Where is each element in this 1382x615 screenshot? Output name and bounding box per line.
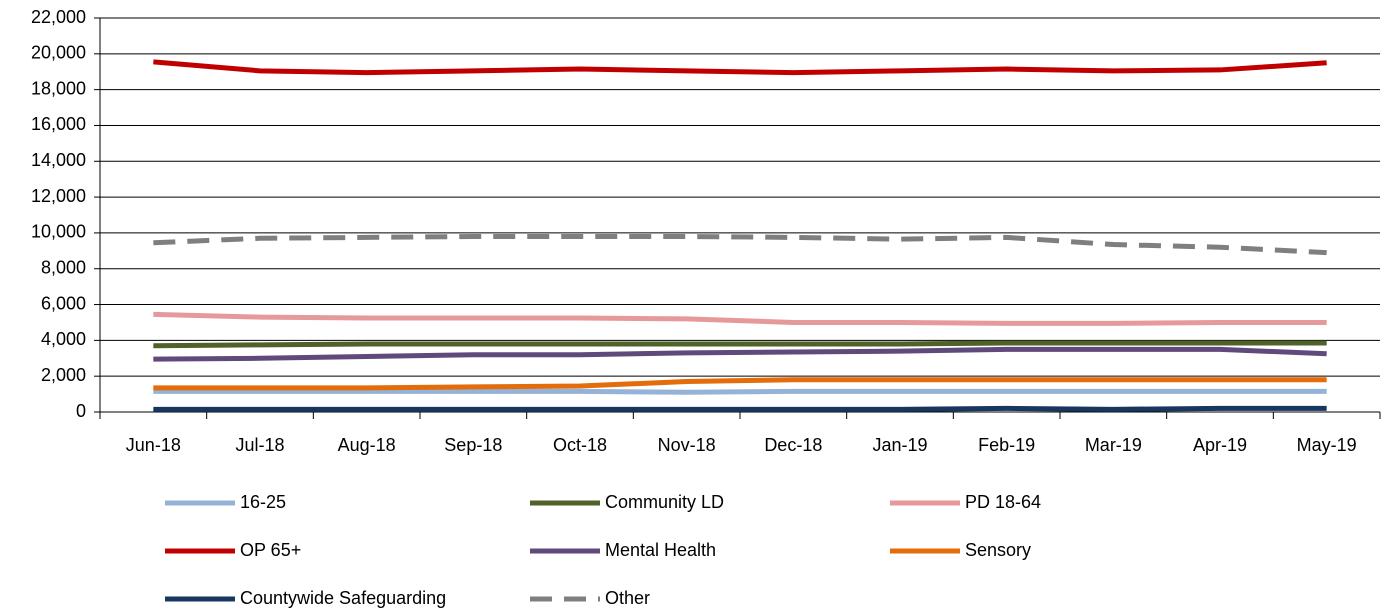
x-tick-label: Jun-18 [126,435,181,455]
x-tick-label: Sep-18 [444,435,502,455]
series-line [153,377,1327,391]
x-tick-label: Feb-19 [978,435,1035,455]
y-tick-label: 16,000 [31,114,86,134]
legend-label: Countywide Safeguarding [240,588,446,608]
x-tick-label: Nov-18 [658,435,716,455]
x-tick-label: Jan-19 [872,435,927,455]
legend-label: Community LD [605,492,724,512]
y-tick-label: 6,000 [41,293,86,313]
series-line [153,59,1327,76]
y-tick-label: 2,000 [41,365,86,385]
y-tick-label: 20,000 [31,43,86,63]
y-tick-label: 18,000 [31,78,86,98]
series-line [153,233,1327,256]
x-tick-label: May-19 [1297,435,1357,455]
series-line [153,405,1327,412]
series-line [153,388,1327,395]
x-tick-label: Oct-18 [553,435,607,455]
x-tick-label: Dec-18 [764,435,822,455]
y-tick-label: 10,000 [31,222,86,242]
x-tick-label: Apr-19 [1193,435,1247,455]
legend-label: 16-25 [240,492,286,512]
x-tick-label: Aug-18 [338,435,396,455]
series-line [153,346,1327,362]
y-tick-label: 22,000 [31,7,86,27]
legend-label: OP 65+ [240,540,301,560]
series-line [153,340,1327,349]
legend-label: Other [605,588,650,608]
x-tick-label: Jul-18 [235,435,284,455]
legend-label: PD 18-64 [965,492,1041,512]
y-tick-label: 14,000 [31,150,86,170]
series-line [153,311,1327,326]
legend-label: Mental Health [605,540,716,560]
y-tick-label: 0 [76,401,86,421]
y-tick-label: 12,000 [31,186,86,206]
legend-label: Sensory [965,540,1031,560]
y-tick-label: 4,000 [41,329,86,349]
y-tick-label: 8,000 [41,257,86,277]
x-tick-label: Mar-19 [1085,435,1142,455]
